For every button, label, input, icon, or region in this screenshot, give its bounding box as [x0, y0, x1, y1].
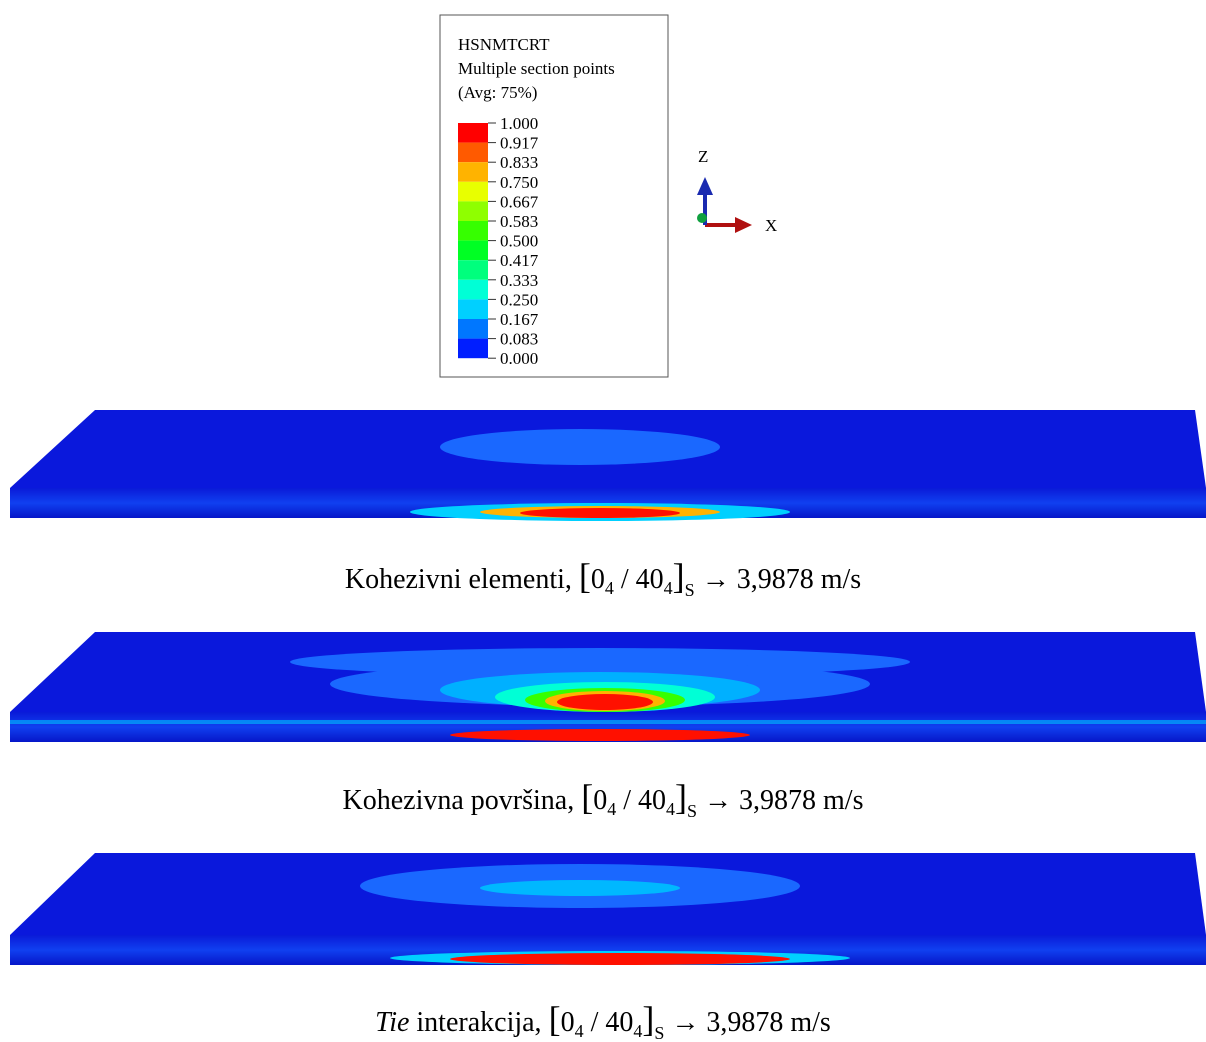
ply-count: 4 — [664, 578, 673, 598]
legend-label: 0.417 — [500, 251, 539, 270]
ply-angle: 0 — [593, 785, 607, 816]
legend-averaging: (Avg: 75%) — [458, 83, 537, 102]
legend-swatch — [458, 201, 488, 221]
arrow: → — [704, 785, 732, 816]
ply-angle: 0 — [561, 1007, 575, 1038]
caption: Tie interakcija, [04 / 404]S → 3,9878 m/… — [375, 999, 831, 1042]
bracket: ] — [642, 999, 654, 1039]
plate-2 — [10, 632, 1206, 742]
axis-triad: Z X — [697, 147, 777, 235]
legend-label: 0.917 — [500, 134, 539, 153]
bracket: ] — [675, 777, 687, 817]
legend-label: 0.500 — [500, 232, 538, 251]
symmetry: S — [687, 801, 697, 821]
legend-label: 0.083 — [500, 330, 538, 349]
legend-swatch — [458, 162, 488, 182]
bracket: [ — [581, 777, 593, 817]
caption-label: Kohezivna površina, — [343, 785, 575, 816]
legend-label: 0.833 — [500, 153, 538, 172]
axis-z-label: Z — [698, 147, 708, 166]
axis-x-label: X — [765, 216, 777, 235]
legend-swatch — [458, 181, 488, 202]
ply-angle: 40 — [636, 564, 664, 595]
legend-label: 0.167 — [500, 310, 539, 329]
legend-label: 0.000 — [500, 349, 538, 368]
legend-swatch — [458, 123, 488, 143]
ply-count: 4 — [666, 799, 675, 819]
velocity: 3,9878 m/s — [706, 1007, 830, 1038]
ply-angle: 40 — [638, 785, 666, 816]
separator: / — [623, 785, 631, 816]
caption-label: Kohezivni elementi, — [345, 564, 572, 595]
plate-3 — [10, 853, 1206, 965]
legend-swatch — [458, 240, 488, 261]
ply-angle: 0 — [591, 564, 605, 595]
legend-label: 0.333 — [500, 271, 538, 290]
legend-swatch — [458, 260, 488, 280]
legend-label: 0.583 — [500, 212, 538, 231]
plate-1 — [10, 410, 1206, 521]
symmetry: S — [685, 580, 695, 600]
captions: Kohezivni elementi, [04 / 404]S → 3,9878… — [343, 556, 864, 1042]
velocity: 3,9878 m/s — [739, 785, 863, 816]
symmetry: S — [654, 1023, 664, 1042]
legend-label: 0.750 — [500, 173, 538, 192]
legend-swatch — [458, 142, 488, 163]
legend-swatch — [458, 319, 488, 339]
ply-angle: 40 — [605, 1007, 633, 1038]
arrow: → — [671, 1007, 699, 1038]
legend-label: 0.250 — [500, 290, 538, 309]
velocity: 3,9878 m/s — [737, 564, 861, 595]
ply-count: 4 — [605, 578, 614, 598]
separator: / — [621, 564, 629, 595]
legend-subtitle: Multiple section points — [458, 59, 615, 78]
bracket: [ — [549, 999, 561, 1039]
caption-label: interakcija, — [416, 1007, 541, 1038]
legend-label: 1.000 — [500, 114, 538, 133]
caption: Kohezivna površina, [04 / 404]S → 3,9878… — [343, 777, 864, 824]
legend-bar: 1.0000.9170.8330.7500.6670.5830.5000.417… — [458, 114, 539, 368]
ply-count: 4 — [575, 1021, 584, 1041]
legend-swatch — [458, 279, 488, 300]
caption: Kohezivni elementi, [04 / 404]S → 3,9878… — [345, 556, 861, 603]
separator: / — [591, 1007, 599, 1038]
legend-variable: HSNMTCRT — [458, 35, 550, 54]
legend-swatch — [458, 299, 488, 319]
legend-label: 0.667 — [500, 192, 539, 211]
caption-emphasis: Tie — [375, 1007, 409, 1038]
legend-swatch — [458, 338, 488, 359]
bracket: [ — [579, 556, 591, 596]
bracket: ] — [673, 556, 685, 596]
arrow: → — [702, 564, 730, 595]
legend-swatch — [458, 221, 488, 241]
ply-count: 4 — [633, 1021, 642, 1041]
ply-count: 4 — [607, 799, 616, 819]
